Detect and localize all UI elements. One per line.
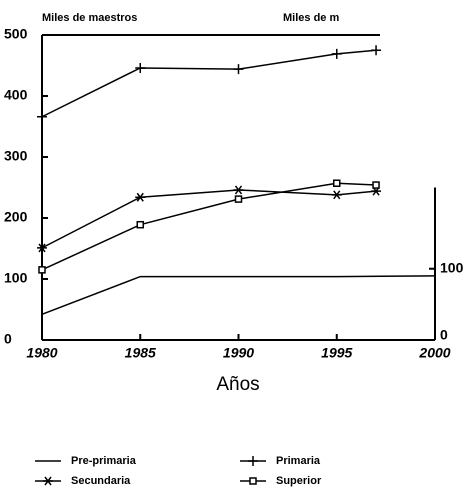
marker [331, 48, 342, 59]
legend-label: Pre-primaria [71, 455, 137, 467]
y-tick-label: 500 [4, 26, 28, 42]
marker [37, 111, 47, 122]
x-tick-label: 1980 [26, 345, 57, 361]
legend-label: Primaria [276, 455, 321, 467]
y-tick-label: 200 [4, 209, 28, 225]
y-tick-label: 400 [4, 87, 28, 103]
marker [136, 220, 144, 229]
marker [37, 243, 47, 253]
right-axis-title: Miles de m [283, 12, 339, 24]
series-line [41, 275, 436, 316]
y-tick-label: 100 [4, 270, 28, 286]
x-tick-label: 1995 [321, 345, 352, 361]
left-axis-title: Miles de maestros [42, 12, 137, 24]
marker [234, 195, 243, 203]
legend-label: Superior [276, 475, 322, 487]
series-line [41, 182, 377, 271]
x-tick-label: 2000 [418, 345, 450, 361]
x-axis-label: Años [216, 374, 259, 395]
y-tick-label: 300 [4, 148, 28, 164]
marker [249, 477, 257, 485]
series-line [41, 189, 377, 249]
marker [331, 190, 342, 200]
marker [233, 64, 244, 75]
marker [372, 181, 380, 189]
y2-tick-label: 100 [440, 259, 464, 275]
marker [43, 476, 53, 486]
marker [371, 45, 382, 56]
x-tick-label: 1990 [223, 345, 254, 361]
marker [38, 266, 46, 274]
marker [333, 179, 341, 187]
marker [135, 62, 146, 73]
legend-label: Secundaria [71, 475, 131, 487]
y-tick-label: 0 [4, 331, 12, 347]
series-line [41, 49, 377, 118]
x-tick-label: 1985 [125, 345, 156, 361]
y2-tick-label: 0 [440, 327, 448, 343]
marker [135, 192, 146, 202]
marker [248, 456, 258, 466]
marker [233, 185, 244, 195]
